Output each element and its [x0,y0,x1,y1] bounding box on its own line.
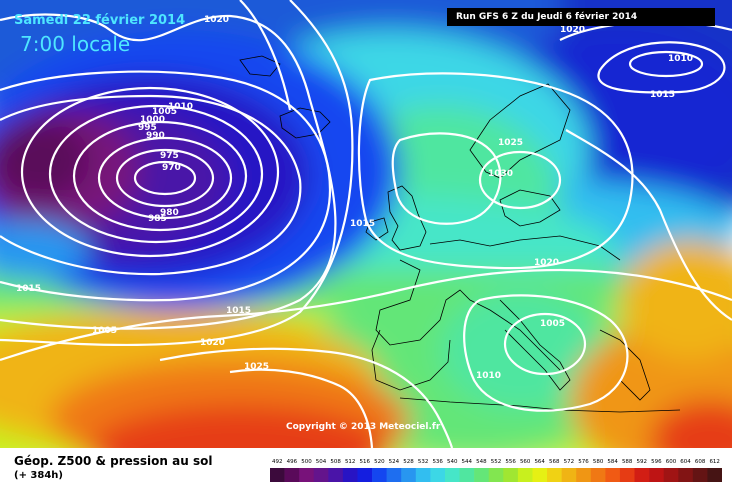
scale-tick-label: 556 [505,459,516,465]
scale-tick-label: 492 [272,459,283,465]
isobars [0,0,732,448]
isobar-label: 1010 [168,102,193,112]
scale-swatch [313,468,329,482]
scale-tick-label: 604 [680,459,691,465]
isobar-label: 1025 [244,362,269,372]
scale-swatch [430,468,446,482]
scale-tick-label: 524 [389,459,400,465]
scale-swatch [284,468,300,482]
scale-tick-label: 588 [622,459,633,465]
model-run-label: Run GFS 6 Z du Jeudi 6 février 2014 [447,8,715,26]
scale-swatch [488,468,504,482]
isobar-label: 1015 [350,219,375,229]
scale-tick-label: 580 [593,459,604,465]
scale-tick-label: 560 [520,459,531,465]
scale-tick-label: 520 [374,459,385,465]
scale-tick-label: 496 [287,459,298,465]
isobar-label: 1000 [140,115,165,125]
scale-tick-label: 584 [607,459,618,465]
isobar-label: 1020 [204,15,229,25]
scale-swatch [707,468,722,482]
scale-tick-label: 508 [330,459,341,465]
scale-swatch [663,468,679,482]
isobar-label: 1015 [16,284,41,294]
isobar-label: 990 [146,131,165,141]
scale-tick-label: 600 [666,459,677,465]
color-scale-legend: 492 496 500 504 508 512 516 520 524 528 532 536 540 5… [270,459,722,482]
isobar-label: 985 [148,214,167,224]
scale-tick-label: 568 [549,459,560,465]
scale-tick-label: 544 [462,459,473,465]
scale-swatch [357,468,373,482]
scale-swatch [532,468,548,482]
isobar-label: 1010 [668,54,693,64]
isobar-label: 970 [162,163,181,173]
scale-swatch [517,468,533,482]
scale-tick-label: 596 [651,459,662,465]
scale-tick-label: 572 [564,459,575,465]
scale-tick-label: 516 [360,459,371,465]
scale-swatch [328,468,344,482]
scale-tick-label: 612 [709,459,720,465]
scale-swatch [605,468,621,482]
scale-tick-label: 592 [637,459,648,465]
isobar-label: 975 [160,151,179,161]
isobar-label: 1020 [200,338,225,348]
scale-swatch [576,468,592,482]
scale-swatch [634,468,650,482]
scale-tick-label: 576 [578,459,589,465]
scale-tick-label: 504 [316,459,327,465]
weather-map: 1020 1020 1010 1015 1010 1005 1000 995 9… [0,0,732,448]
scale-swatch [270,468,285,482]
scale-swatch [299,468,315,482]
scale-swatch [547,468,562,482]
scale-swatch [445,468,460,482]
scale-tick-label: 548 [476,459,487,465]
scale-swatch [619,468,635,482]
isobar-label: 1005 [540,319,565,329]
isobar-label: 1010 [476,371,501,381]
scale-tick-label: 540 [447,459,458,465]
scale-tick-label: 512 [345,459,356,465]
scale-swatch [678,468,694,482]
scale-tick-label: 608 [695,459,706,465]
map-title: Géop. Z500 & pression au sol [14,454,213,468]
forecast-time: 7:00 locale [20,32,131,56]
isobar-label: 1015 [650,90,675,100]
scale-swatch [372,468,387,482]
scale-swatch [386,468,402,482]
isobar-label: 1030 [488,169,513,179]
scale-tick-label: 536 [432,459,443,465]
scale-swatch [459,468,475,482]
scale-swatch [415,468,431,482]
map-footer: Géop. Z500 & pression au sol (+ 384h) 49… [0,448,732,488]
forecast-date: Samedi 22 février 2014 [14,13,186,28]
isobar-label: 1020 [560,25,585,35]
scale-swatch [561,468,577,482]
scale-tick-label: 552 [491,459,502,465]
scale-tick-label: 532 [418,459,429,465]
isobar-labels: 1020 1020 1010 1015 1010 1005 1000 995 9… [16,15,693,381]
scale-swatch [649,468,664,482]
scale-tick-label: 500 [301,459,312,465]
isobar-label: 995 [138,123,157,133]
scale-tick-label: 564 [534,459,545,465]
scale-swatch [692,468,708,482]
scale-swatch [474,468,489,482]
scale-swatch [342,468,358,482]
isobar-label: 1015 [226,306,251,316]
isobar-label: 1020 [534,258,559,268]
isobar-label: 1005 [152,107,177,117]
scale-swatch [590,468,606,482]
scale-swatch [503,468,519,482]
isobar-label: 1005 [92,326,117,336]
scale-swatch [401,468,417,482]
isobar-label: 1025 [498,138,523,148]
scale-tick-label: 528 [403,459,414,465]
copyright: Copyright © 2013 Meteociel.fr [286,422,441,432]
isobar-label: 980 [160,208,179,218]
forecast-lead: (+ 384h) [14,470,63,481]
